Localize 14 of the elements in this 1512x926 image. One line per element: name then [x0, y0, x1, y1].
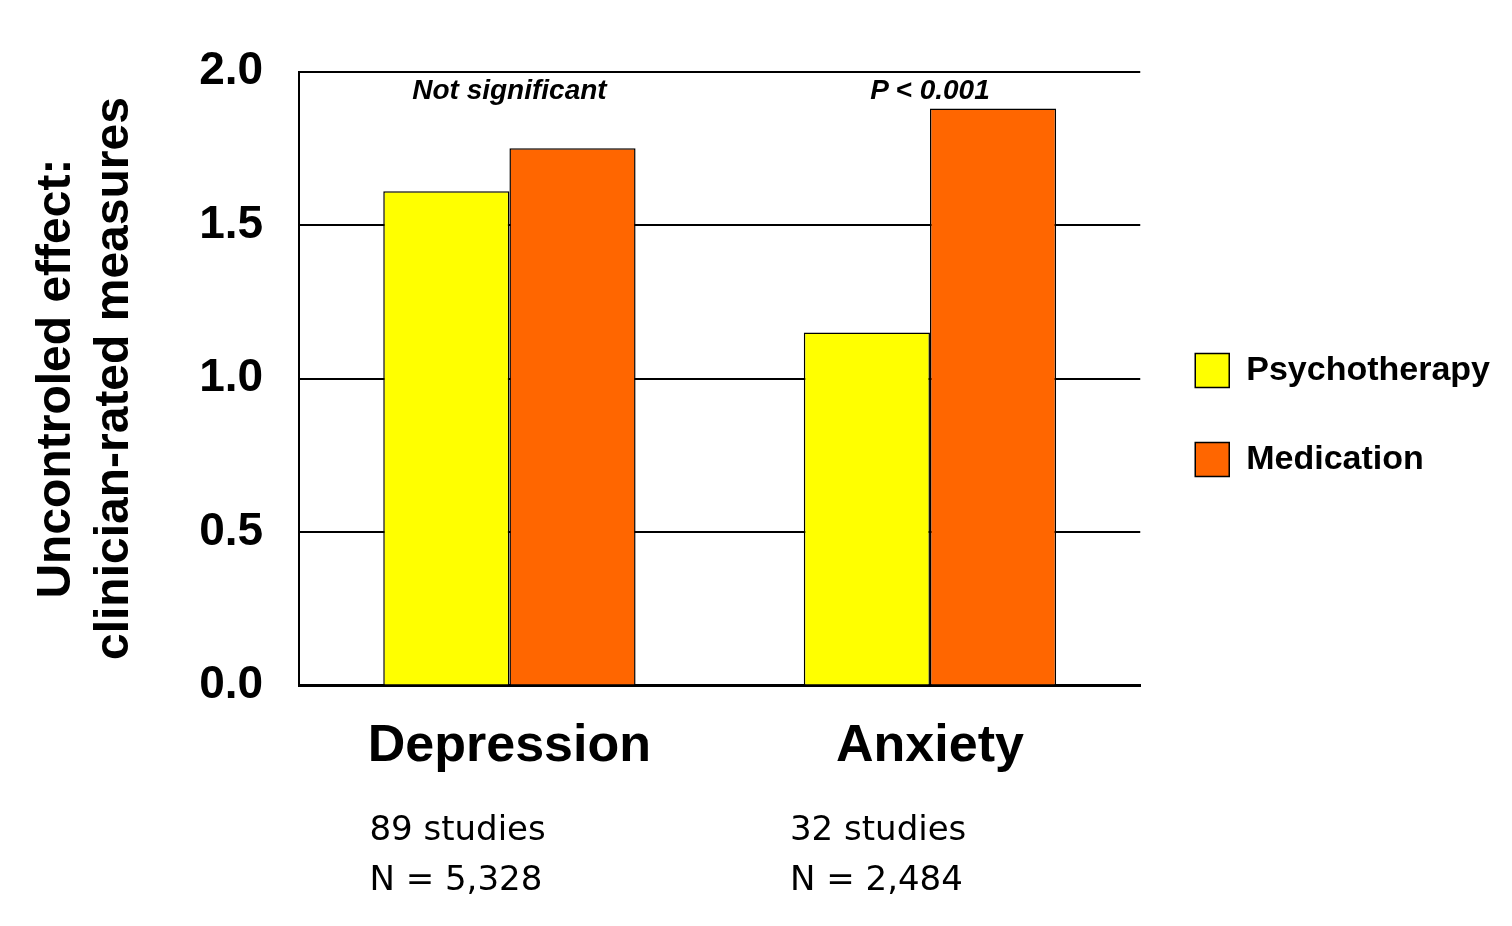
text: 89 studies N = 5,328	[369, 807, 546, 898]
legend-label: Medication	[1246, 437, 1424, 476]
legend-label: Psychotherapy	[1246, 348, 1491, 387]
x-tick-label: Depression	[367, 714, 652, 773]
x-tick-label: Anxiety	[836, 714, 1024, 773]
y-axis-title: Uncontroled effect: clinician-rated measures	[27, 97, 138, 661]
y-tick-label: 2.0	[199, 42, 264, 95]
annotation: Not significant	[412, 74, 609, 106]
y-tick-label: 0.5	[199, 502, 264, 555]
y-tick-label: 1.5	[199, 195, 264, 248]
annotation: P < 0.001	[870, 74, 990, 106]
y-tick-label: 0.0	[199, 656, 264, 709]
y-tick-label: 1.0	[199, 349, 264, 402]
text: 32 studies N = 2,484	[789, 807, 967, 898]
